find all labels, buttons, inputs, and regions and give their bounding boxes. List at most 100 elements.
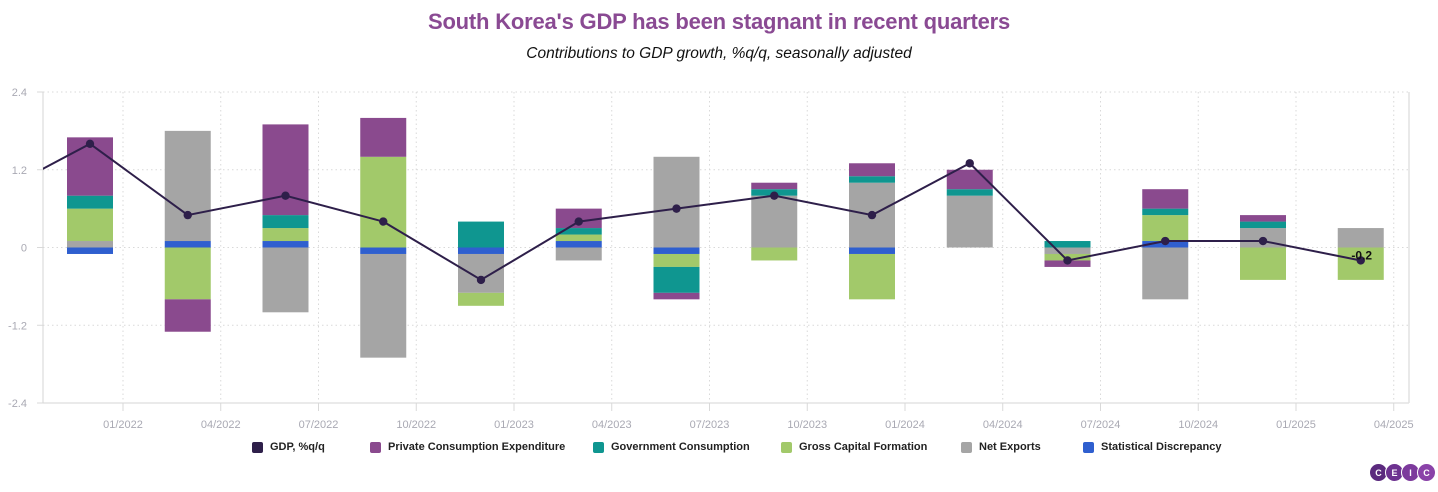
bar-segment-gov	[849, 176, 895, 183]
legend-label: Statistical Discrepancy	[1101, 441, 1222, 453]
bar-segment-gcf	[653, 253, 700, 267]
bar-segment-pce	[653, 292, 700, 300]
bar-segment-net-exports	[653, 156, 700, 248]
bar-segment-net-exports	[555, 247, 602, 261]
bar-segment-stat-disc	[164, 241, 211, 248]
bar-stack	[458, 221, 504, 306]
bar-segment-gcf	[458, 292, 504, 306]
bar-segment-stat-disc	[653, 247, 700, 254]
bar-segment-stat-disc	[458, 247, 504, 254]
legend-swatch	[370, 441, 381, 453]
bar-segment-pce	[751, 182, 798, 190]
bar-segment-gov	[946, 189, 993, 196]
x-tick-label: 01/2022	[103, 419, 143, 431]
bar-segment-pce	[164, 299, 211, 332]
gdp-point	[672, 204, 681, 213]
bar-segment-net-exports	[458, 253, 504, 293]
bar-stack	[1240, 215, 1286, 280]
bar-segment-gcf	[67, 208, 113, 242]
bar-stack	[67, 137, 113, 254]
bar-segment-stat-disc	[360, 247, 407, 254]
x-tick-label: 01/2024	[885, 419, 925, 431]
logo-letter: C	[1417, 463, 1436, 482]
gdp-point	[183, 210, 192, 220]
legend-item-pce[interactable]: Private Consumption Expenditure	[370, 441, 565, 453]
gdp-point	[770, 191, 779, 200]
bar-stack	[164, 130, 211, 332]
legend-label: GDP, %q/q	[270, 441, 325, 453]
bar-segment-gov	[1240, 221, 1286, 229]
x-tick-label: 10/2022	[396, 419, 436, 431]
bar-segment-stat-disc	[849, 247, 895, 254]
x-tick-label: 10/2023	[787, 419, 827, 431]
bar-segment-pce	[849, 163, 895, 177]
gdp-point	[1356, 256, 1365, 265]
gdp-point	[965, 159, 974, 168]
x-tick-label: 07/2022	[299, 419, 339, 431]
legend-swatch	[1083, 441, 1094, 453]
bar-segment-net-exports	[1142, 247, 1189, 300]
y-tick-label: 2.4	[12, 87, 27, 99]
gdp-point	[1063, 256, 1072, 265]
bar-segment-gcf	[1240, 247, 1286, 280]
bar-segment-net-exports	[751, 195, 798, 248]
bar-stack	[262, 124, 309, 313]
y-tick-label: 0	[21, 243, 27, 255]
bar-segment-gov	[1044, 241, 1091, 248]
chart-legend: GDP, %q/q Private Consumption Expenditure…	[0, 441, 1438, 457]
gdp-point	[1161, 236, 1170, 246]
bar-segment-stat-disc	[262, 241, 309, 248]
bar-segment-pce	[262, 124, 309, 216]
bar-segment-gcf	[262, 228, 309, 242]
legend-item-gov[interactable]: Government Consumption	[593, 441, 750, 453]
gdp-point	[281, 191, 290, 200]
gdp-point	[379, 217, 388, 226]
bar-segment-gcf	[751, 247, 798, 261]
gdp-point	[85, 139, 95, 149]
bar-stack	[849, 163, 895, 300]
bar-segment-gov	[653, 266, 700, 293]
data-label: -0.2	[1351, 248, 1372, 262]
bar-segment-net-exports	[946, 195, 993, 248]
bar-segment-net-exports	[1044, 247, 1091, 254]
legend-item-net-exports[interactable]: Net Exports	[961, 441, 1041, 453]
bar-stack	[946, 169, 993, 248]
chart-subtitle: Contributions to GDP growth, %q/q, seaso…	[526, 45, 912, 62]
legend-swatch	[593, 441, 604, 453]
bar-segment-net-exports	[164, 130, 211, 242]
bar-stack	[1337, 228, 1384, 280]
bar-segment-net-exports	[262, 247, 309, 313]
legend-label: Gross Capital Formation	[799, 441, 928, 453]
x-tick-label: 01/2025	[1276, 419, 1316, 431]
bar-segment-stat-disc	[555, 241, 602, 248]
gdp-point	[1258, 236, 1268, 246]
legend-item-gcf[interactable]: Gross Capital Formation	[781, 441, 927, 453]
legend-item-gdp[interactable]: GDP, %q/q	[252, 441, 325, 453]
legend-swatch	[961, 441, 972, 453]
x-tick-label: 04/2023	[592, 419, 632, 431]
y-tick-label: 1.2	[12, 165, 27, 177]
x-tick-label: 07/2024	[1081, 419, 1121, 431]
bar-segment-gcf	[1142, 215, 1189, 242]
gdp-point	[867, 210, 877, 220]
bar-segment-net-exports	[67, 241, 113, 248]
y-tick-label: -1.2	[8, 320, 27, 332]
y-tick-label: -2.4	[8, 398, 27, 410]
legend-item-stat-disc[interactable]: Statistical Discrepancy	[1083, 441, 1221, 453]
bar-stack	[751, 182, 798, 261]
legend-swatch	[781, 441, 792, 453]
x-tick-label: 10/2024	[1178, 419, 1218, 431]
bar-segment-gov	[555, 228, 602, 235]
bar-segment-gcf	[849, 253, 895, 300]
bar-segment-gov	[458, 221, 504, 248]
legend-swatch	[252, 441, 263, 453]
x-tick-label: 01/2023	[494, 419, 534, 431]
x-tick-label: 04/2025	[1374, 419, 1414, 431]
legend-label: Government Consumption	[611, 441, 750, 453]
bar-stack	[360, 117, 407, 358]
bar-segment-net-exports	[360, 253, 407, 358]
chart-title: South Korea's GDP has been stagnant in r…	[427, 9, 1011, 34]
chart-plot: 2.4 1.2 0 -1.2 -2.4 01/2022 04/2022 07/2022 10/2…	[8, 87, 1414, 431]
bar-segment-net-exports	[1337, 228, 1384, 248]
